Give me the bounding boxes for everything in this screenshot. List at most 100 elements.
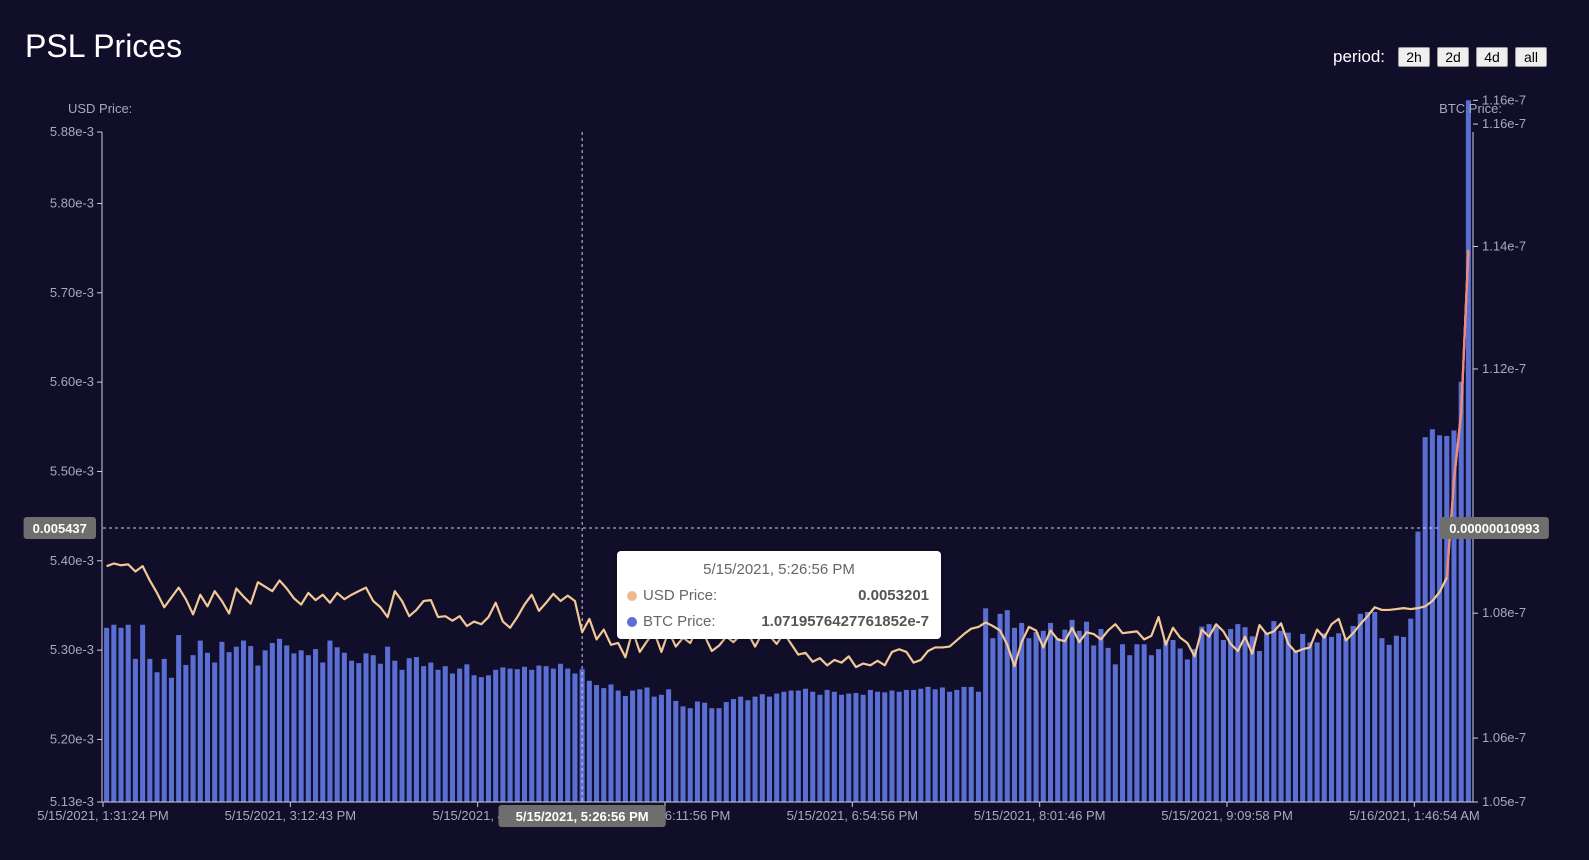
right-tick-label: 1.08e-7 bbox=[1482, 605, 1526, 620]
btc-bar bbox=[644, 687, 650, 802]
btc-bar bbox=[1170, 639, 1176, 802]
btc-bar bbox=[846, 693, 852, 802]
btc-bar bbox=[521, 666, 528, 802]
tooltip-title: 5/15/2021, 5:26:56 PM bbox=[703, 561, 855, 578]
btc-bar bbox=[1127, 655, 1133, 802]
btc-bar bbox=[1357, 613, 1363, 802]
btc-bar bbox=[1235, 624, 1241, 802]
period-button-2h[interactable]: 2h bbox=[1398, 47, 1430, 67]
x-tick-label: 5/15/2021, 9:09:58 PM bbox=[1161, 808, 1293, 823]
btc-bar bbox=[1422, 437, 1428, 802]
btc-bar bbox=[1148, 655, 1154, 802]
btc-bar bbox=[1177, 648, 1183, 802]
btc-bar bbox=[485, 675, 491, 802]
right-tick-label: 1.12e-7 bbox=[1482, 361, 1526, 376]
btc-bar bbox=[500, 667, 506, 802]
btc-bar bbox=[370, 655, 376, 802]
tooltip: 5/15/2021, 5:26:56 PM USD Price: 0.00532… bbox=[617, 551, 941, 639]
btc-bar bbox=[694, 701, 700, 802]
btc-bar bbox=[1076, 630, 1082, 802]
tooltip-row-btc: BTC Price: 1.0719576427761852e-7 bbox=[627, 613, 929, 630]
crosshair-x-label-bg bbox=[498, 805, 666, 827]
btc-bar bbox=[752, 696, 758, 802]
btc-bar bbox=[1040, 630, 1046, 802]
btc-bar bbox=[896, 691, 902, 802]
btc-bar bbox=[1228, 629, 1234, 802]
left-tick-label: 5.13e-3 bbox=[50, 794, 94, 809]
btc-bar bbox=[413, 657, 419, 802]
btc-bar bbox=[269, 643, 275, 802]
btc-bar bbox=[1444, 435, 1450, 802]
btc-bar bbox=[442, 666, 448, 802]
left-tick-label: 5.30e-3 bbox=[50, 642, 94, 657]
btc-bar bbox=[435, 669, 441, 802]
crosshair-left-label: 0.005437 bbox=[33, 521, 87, 536]
btc-bar bbox=[1120, 644, 1126, 802]
btc-bar bbox=[104, 627, 110, 802]
btc-bar bbox=[392, 660, 398, 802]
btc-bar bbox=[1134, 644, 1140, 802]
btc-bar bbox=[990, 638, 996, 802]
btc-bar bbox=[903, 689, 909, 802]
btc-bar bbox=[702, 702, 708, 802]
left-tick-label: 5.40e-3 bbox=[50, 553, 94, 568]
btc-bar bbox=[190, 655, 196, 802]
btc-bar bbox=[1300, 633, 1306, 802]
btc-bar bbox=[745, 700, 751, 802]
btc-bar bbox=[781, 691, 787, 802]
btc-bar bbox=[385, 646, 391, 802]
btc-bar bbox=[1278, 630, 1284, 802]
btc-legend-dot bbox=[627, 616, 637, 627]
btc-bar bbox=[925, 686, 931, 802]
btc-bar bbox=[1242, 627, 1248, 802]
right-tick-label: 1.16e-7 bbox=[1482, 92, 1526, 107]
left-axis-title: USD Price: bbox=[68, 101, 132, 116]
btc-bar bbox=[997, 613, 1003, 802]
btc-bar bbox=[788, 690, 794, 802]
btc-bar bbox=[1026, 638, 1032, 802]
period-button-2d[interactable]: 2d bbox=[1437, 47, 1469, 67]
btc-bar bbox=[1192, 649, 1198, 802]
btc-bar bbox=[1199, 626, 1205, 802]
left-tick-label: 5.50e-3 bbox=[50, 463, 94, 478]
chart-axes bbox=[97, 99, 1478, 807]
btc-bar bbox=[759, 694, 765, 802]
btc-bar bbox=[954, 689, 960, 802]
btc-bar bbox=[774, 693, 780, 802]
btc-bar bbox=[586, 680, 592, 802]
btc-bar bbox=[1256, 650, 1262, 802]
btc-bar bbox=[507, 668, 513, 802]
period-button-all[interactable]: all bbox=[1515, 47, 1547, 67]
btc-bar bbox=[1206, 624, 1212, 802]
btc-bar bbox=[363, 653, 369, 802]
btc-bar bbox=[1112, 664, 1118, 802]
right-tick-label: 1.05e-7 bbox=[1482, 794, 1526, 809]
btc-bar bbox=[406, 658, 412, 802]
btc-bar bbox=[514, 669, 520, 802]
btc-bar bbox=[795, 690, 801, 802]
btc-bar bbox=[1408, 618, 1414, 802]
btc-bar bbox=[716, 708, 722, 802]
left-tick-label: 5.70e-3 bbox=[50, 285, 94, 300]
btc-bar bbox=[277, 638, 283, 802]
btc-bar bbox=[1292, 650, 1298, 802]
period-button-4d[interactable]: 4d bbox=[1476, 47, 1508, 67]
btc-bar bbox=[882, 692, 888, 802]
btc-bar bbox=[802, 688, 809, 802]
btc-bar bbox=[240, 640, 247, 802]
btc-bar bbox=[421, 666, 427, 802]
btc-bar bbox=[622, 696, 628, 802]
btc-bar bbox=[1069, 619, 1075, 802]
btc-bar bbox=[543, 666, 549, 802]
btc-bar bbox=[824, 689, 830, 802]
btc-bar bbox=[262, 650, 268, 802]
btc-bar bbox=[1105, 647, 1111, 802]
btc-bar bbox=[594, 685, 600, 802]
btc-bar bbox=[1271, 621, 1277, 802]
crosshair-x-label: 5/15/2021, 5:26:56 PM bbox=[516, 809, 649, 824]
btc-bar bbox=[1372, 611, 1378, 802]
btc-bar bbox=[147, 658, 153, 802]
btc-bar bbox=[536, 665, 542, 802]
btc-bar bbox=[1379, 638, 1385, 802]
